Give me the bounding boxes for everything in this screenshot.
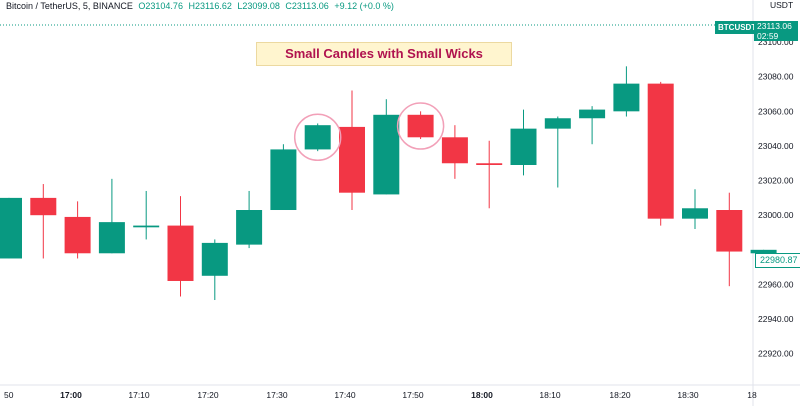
candle-body-down [407,114,434,138]
candle-body-up [201,242,228,276]
annotation-title: Small Candles with Small Wicks [256,42,512,66]
last-price-tag: 23113.06 02:59 [754,21,798,41]
candle-body-up [544,118,571,129]
symbol-label: Bitcoin / TetherUS, 5, BINANCE [6,1,133,11]
time-tick-label: 18:10 [539,390,561,400]
time-tick-label: 18:30 [677,390,699,400]
candle-body-down [64,216,91,254]
bar-countdown: 02:59 [757,31,779,41]
time-tick-label: 17:20 [197,390,219,400]
time-tick-label: 17:50 [402,390,424,400]
candle-body-up [270,149,297,211]
close-value: C23113.06 [285,1,329,11]
price-tick-label: 22960.00 [758,279,794,289]
candle-body-down [647,83,674,219]
price-tick-label: 23100.00 [758,37,794,47]
last-price-value: 23113.06 [757,21,792,31]
time-tick-label: 17:10 [128,390,150,400]
time-tick-label: 18 [747,390,757,400]
price-axis: USDT 23100.00 23080.00 23060.00 23040.00 2302… [758,0,794,359]
candle-body-up [236,210,263,245]
candle-body-up [133,225,160,228]
candle-body-up [750,249,777,254]
candles-layer [0,66,777,301]
ohlc-legend: Bitcoin / TetherUS, 5, BINANCE O23104.76… [6,1,397,11]
candle-body-down [30,197,57,216]
candle-body-down [167,225,194,281]
candle-body-down [716,210,743,252]
price-tick-label: 22920.00 [758,349,794,359]
highlight-circles [293,102,445,162]
time-tick-label: 17:30 [266,390,288,400]
highlight-circle [293,113,342,162]
price-tick-label: 23020.00 [758,176,794,186]
candle-body-up [304,125,331,150]
candle-body-up [373,114,400,195]
candle-body-up [579,109,606,119]
candle-body-up [0,197,22,259]
price-tick-label: 23000.00 [758,210,794,220]
price-tick-label: 22940.00 [758,314,794,324]
time-tick-label: 18:20 [609,390,631,400]
time-tick-label: 18:00 [471,390,493,400]
candle-body-down [476,163,503,165]
candle-body-up [98,222,125,254]
candle-body-up [510,128,537,165]
highlight-circle [396,102,445,150]
candle-body-down [339,126,365,193]
price-tick-label: 23080.00 [758,72,794,82]
change-value: +9.12 (+0.0 %) [334,1,394,11]
marker-price-tag: 22980.87 [755,253,800,268]
price-axis-unit: USDT [770,0,793,10]
time-tick-label: 17:40 [334,390,356,400]
time-tick-label: 50 [4,390,14,400]
price-tick-label: 23060.00 [758,106,794,116]
time-axis: 50 17:00 17:10 17:20 17:30 17:40 17:50 18:00 18:… [4,390,757,400]
price-tick-label: 23040.00 [758,141,794,151]
high-value: H23116.62 [188,1,232,11]
time-tick-label: 17:00 [60,390,82,400]
low-value: L23099.08 [237,1,280,11]
open-value: O23104.76 [138,1,183,11]
candle-body-up [682,208,708,219]
candle-body-up [613,83,640,112]
symbol-price-tag: BTCUSDT [715,21,760,34]
candle-body-down [441,137,468,164]
